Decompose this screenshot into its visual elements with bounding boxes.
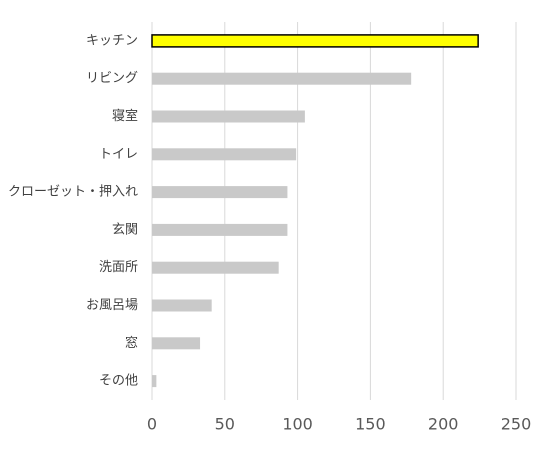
y-tick-label: 寝室 xyxy=(112,108,138,124)
y-tick-label: クローゼット・押入れ xyxy=(8,185,138,200)
y-tick-label: その他 xyxy=(99,374,138,389)
x-tick-label: 50 xyxy=(215,415,235,434)
bar xyxy=(152,299,212,312)
bar xyxy=(152,337,201,350)
x-tick-label: 150 xyxy=(355,415,386,434)
y-tick-label: 窓 xyxy=(125,335,138,351)
bar xyxy=(152,110,305,123)
bar xyxy=(152,186,288,199)
x-tick-label: 100 xyxy=(282,415,313,434)
y-tick-label: トイレ xyxy=(99,147,138,162)
y-tick-label: お風呂場 xyxy=(86,298,138,313)
bar xyxy=(151,34,479,48)
y-tick-label: 洗面所 xyxy=(99,260,138,275)
y-tick-label: 玄関 xyxy=(112,222,138,237)
bar xyxy=(152,223,288,236)
y-tick-label: キッチン xyxy=(86,33,138,48)
bar xyxy=(152,72,412,85)
x-tick-label: 200 xyxy=(428,415,459,434)
bar xyxy=(152,261,279,274)
bar xyxy=(152,148,297,161)
x-tick-label: 0 xyxy=(147,415,157,434)
x-tick-label: 250 xyxy=(501,415,532,434)
bar xyxy=(152,375,157,388)
y-tick-label: リビング xyxy=(86,71,138,86)
